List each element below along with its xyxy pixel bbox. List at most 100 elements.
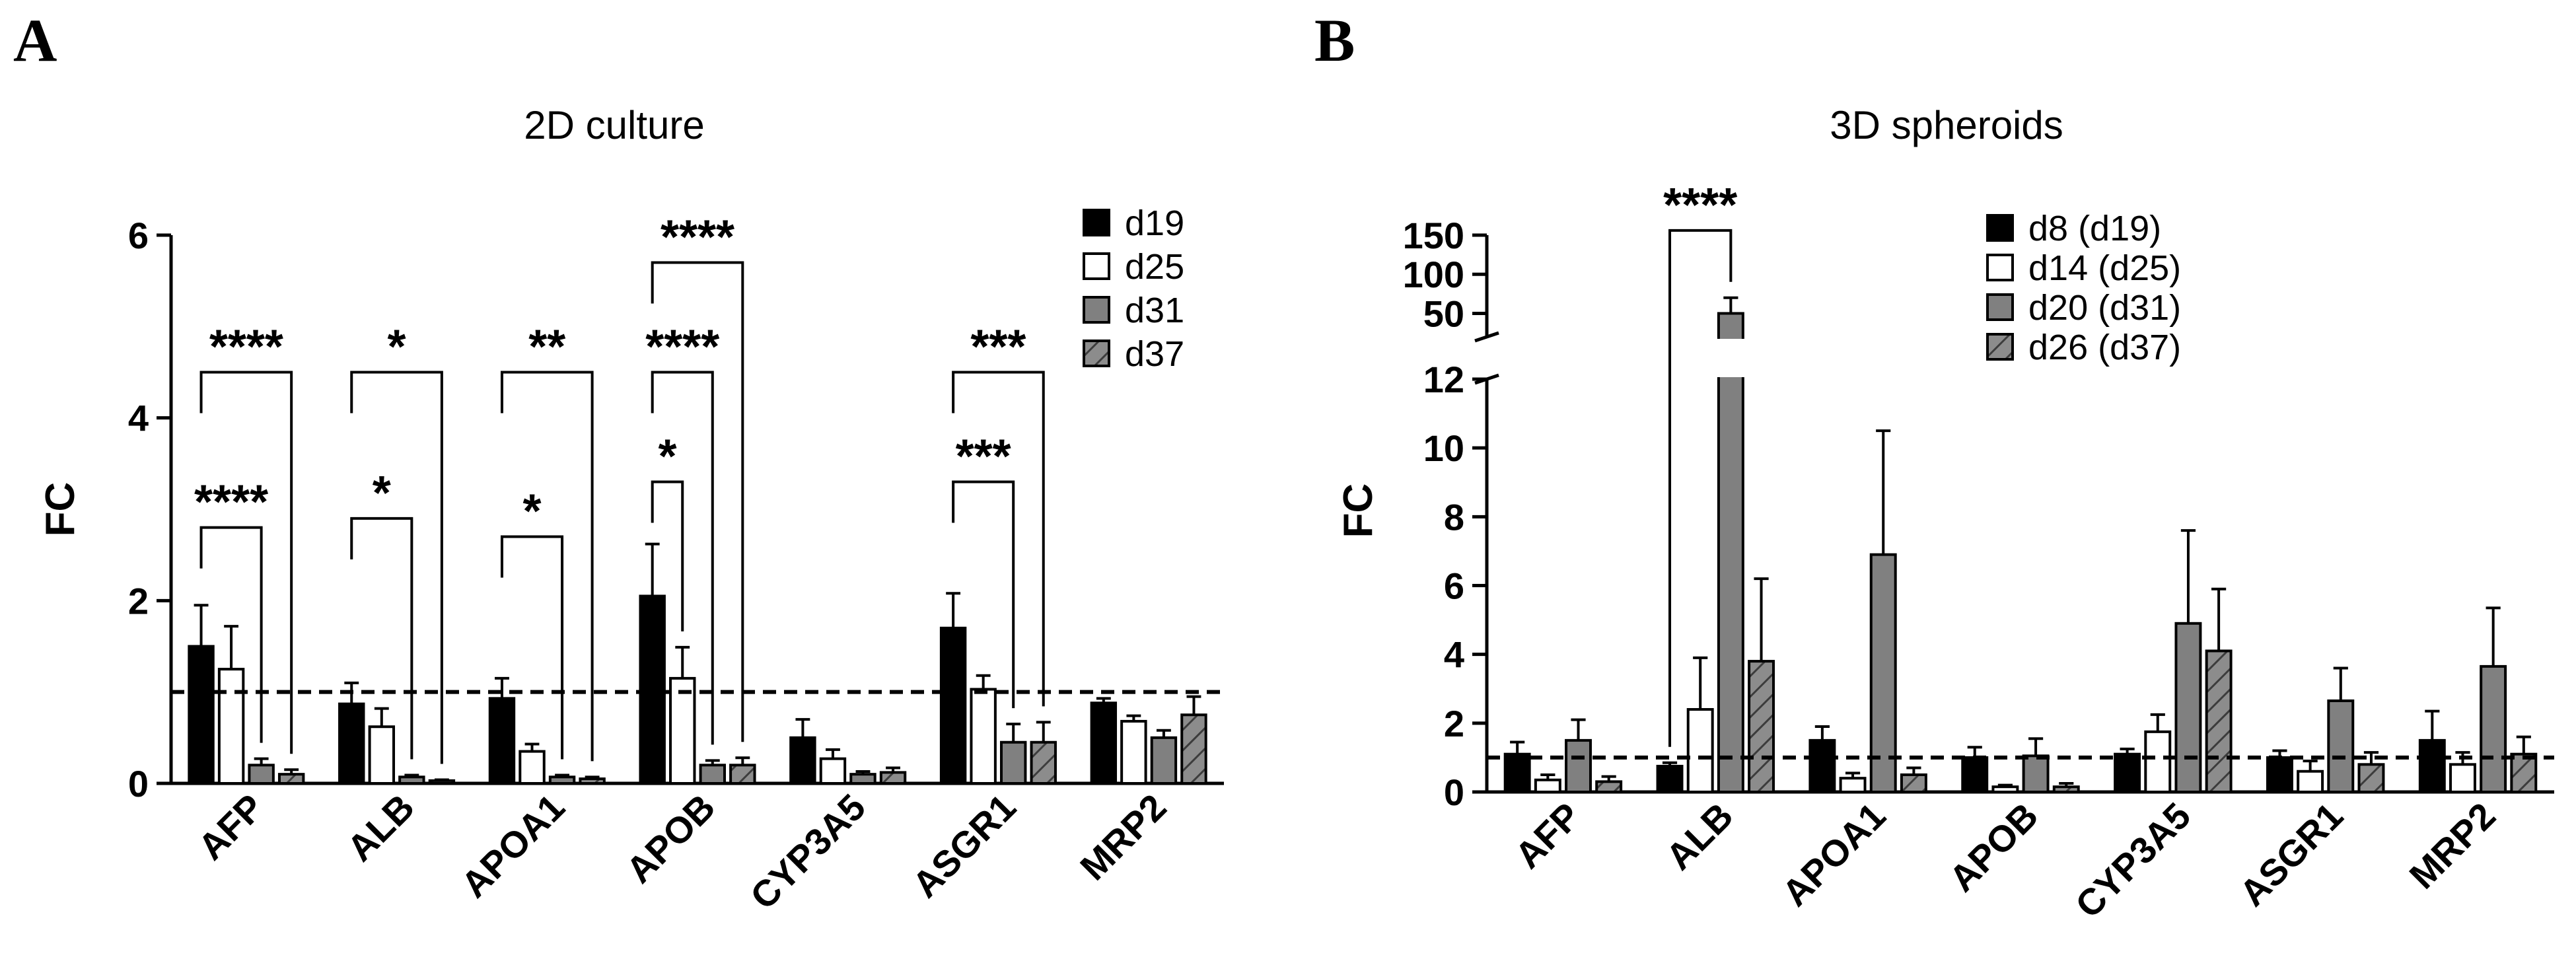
x-tick-label: AFP [190, 786, 272, 868]
y-tick-label: 12 [1423, 359, 1464, 400]
y-tick-label: 0 [1444, 771, 1464, 813]
legend-swatch [1083, 252, 1110, 280]
bar [1961, 756, 1989, 793]
legend-swatch [1083, 209, 1110, 236]
x-tick-label: ALB [339, 786, 422, 869]
significance-bracket [651, 371, 714, 745]
legend-label: d8 (d19) [2028, 209, 2161, 248]
bar [879, 771, 907, 785]
bar [488, 697, 516, 785]
bar [188, 645, 215, 785]
significance-bracket [651, 261, 744, 742]
x-tick-label: ALB [1658, 795, 1741, 878]
legend-label: d19 [1125, 203, 1184, 243]
legend-swatch [1083, 340, 1110, 367]
bar [2480, 664, 2507, 793]
significance-bracket [199, 526, 263, 743]
bar [1150, 736, 1178, 785]
bar [2144, 730, 2172, 793]
bar [789, 736, 816, 785]
x-tick-label: APOA1 [1774, 795, 1894, 914]
legend-label: d26 (d37) [2028, 328, 2181, 367]
legend-label: d25 [1125, 247, 1184, 287]
x-tick-label: CYP3A5 [742, 786, 874, 917]
bar [1991, 785, 2019, 793]
x-tick-label: APOB [618, 786, 723, 891]
x-tick-label: CYP3A5 [2067, 795, 2199, 926]
significance-bracket [651, 480, 684, 631]
bar [1565, 738, 1592, 793]
significance-label: **** [645, 321, 719, 374]
bar [398, 775, 425, 785]
bar [699, 764, 726, 785]
bar [2418, 738, 2446, 793]
bar [2449, 763, 2476, 794]
bar [639, 594, 666, 785]
bar [669, 676, 696, 785]
bar [2510, 752, 2538, 794]
legend-label: d31 [1125, 291, 1184, 330]
x-tick-label: ASGR1 [904, 786, 1024, 906]
legend-swatch [1986, 214, 2014, 242]
bar [248, 764, 275, 785]
y-tick-label: 6 [1444, 565, 1464, 607]
y-tick-label: 10 [1423, 427, 1464, 469]
axis-break-gap [1715, 339, 1746, 377]
bar [2052, 785, 2080, 793]
significance-label: *** [970, 321, 1026, 374]
bar [579, 777, 606, 785]
significance-bracket [952, 371, 1045, 707]
bar [2357, 763, 2385, 794]
y-tick-label: 150 [1403, 215, 1464, 256]
significance-label: **** [661, 211, 734, 264]
bar [1900, 773, 1927, 794]
bar [277, 773, 305, 785]
y-tick-label: 50 [1423, 293, 1464, 334]
bar [849, 773, 877, 785]
y-tick-label: 0 [128, 763, 149, 805]
significance-label: * [373, 467, 391, 520]
chart-title: 3D spheroids [1830, 103, 2063, 147]
panel-label: A [13, 7, 57, 74]
y-tick-label: 6 [128, 215, 149, 256]
y-axis-label: FC [38, 482, 83, 537]
bar [2297, 770, 2324, 793]
bar [939, 626, 967, 785]
significance-label: *** [956, 431, 1011, 484]
legend-swatch [1986, 333, 2014, 361]
significance-label: **** [1663, 179, 1737, 232]
significance-label: * [388, 321, 406, 374]
significance-label: * [522, 485, 541, 538]
legend-swatch [1986, 293, 2014, 321]
x-tick-label: MRP2 [2401, 795, 2503, 897]
significance-label: **** [209, 321, 283, 374]
bar [1090, 701, 1118, 785]
axis-break [1474, 373, 1499, 385]
bar [548, 775, 576, 785]
bar [1869, 553, 1897, 793]
axis-break [1474, 331, 1499, 343]
bar [1030, 740, 1057, 785]
bar [999, 740, 1027, 785]
bar [1180, 713, 1207, 785]
y-tick-label: 4 [1444, 634, 1464, 676]
legend-label: d14 (d25) [2028, 248, 2181, 288]
bar [729, 764, 756, 785]
bar [1120, 719, 1147, 785]
y-tick-label: 8 [1444, 496, 1464, 538]
significance-bracket [1668, 229, 1733, 747]
bar [819, 757, 847, 785]
bar [1656, 764, 1684, 793]
significance-bracket [500, 371, 594, 762]
chart-title: 2D culture [524, 103, 704, 147]
significance-bracket [350, 517, 413, 760]
legend-label: d20 (d31) [2028, 288, 2181, 328]
significance-label: ** [528, 321, 565, 374]
y-tick-label: 2 [1444, 703, 1464, 744]
significance-bracket [500, 535, 564, 760]
x-tick-label: ASGR1 [2231, 795, 2351, 914]
y-tick-label: 100 [1403, 254, 1464, 295]
panel-label: B [1314, 7, 1355, 74]
